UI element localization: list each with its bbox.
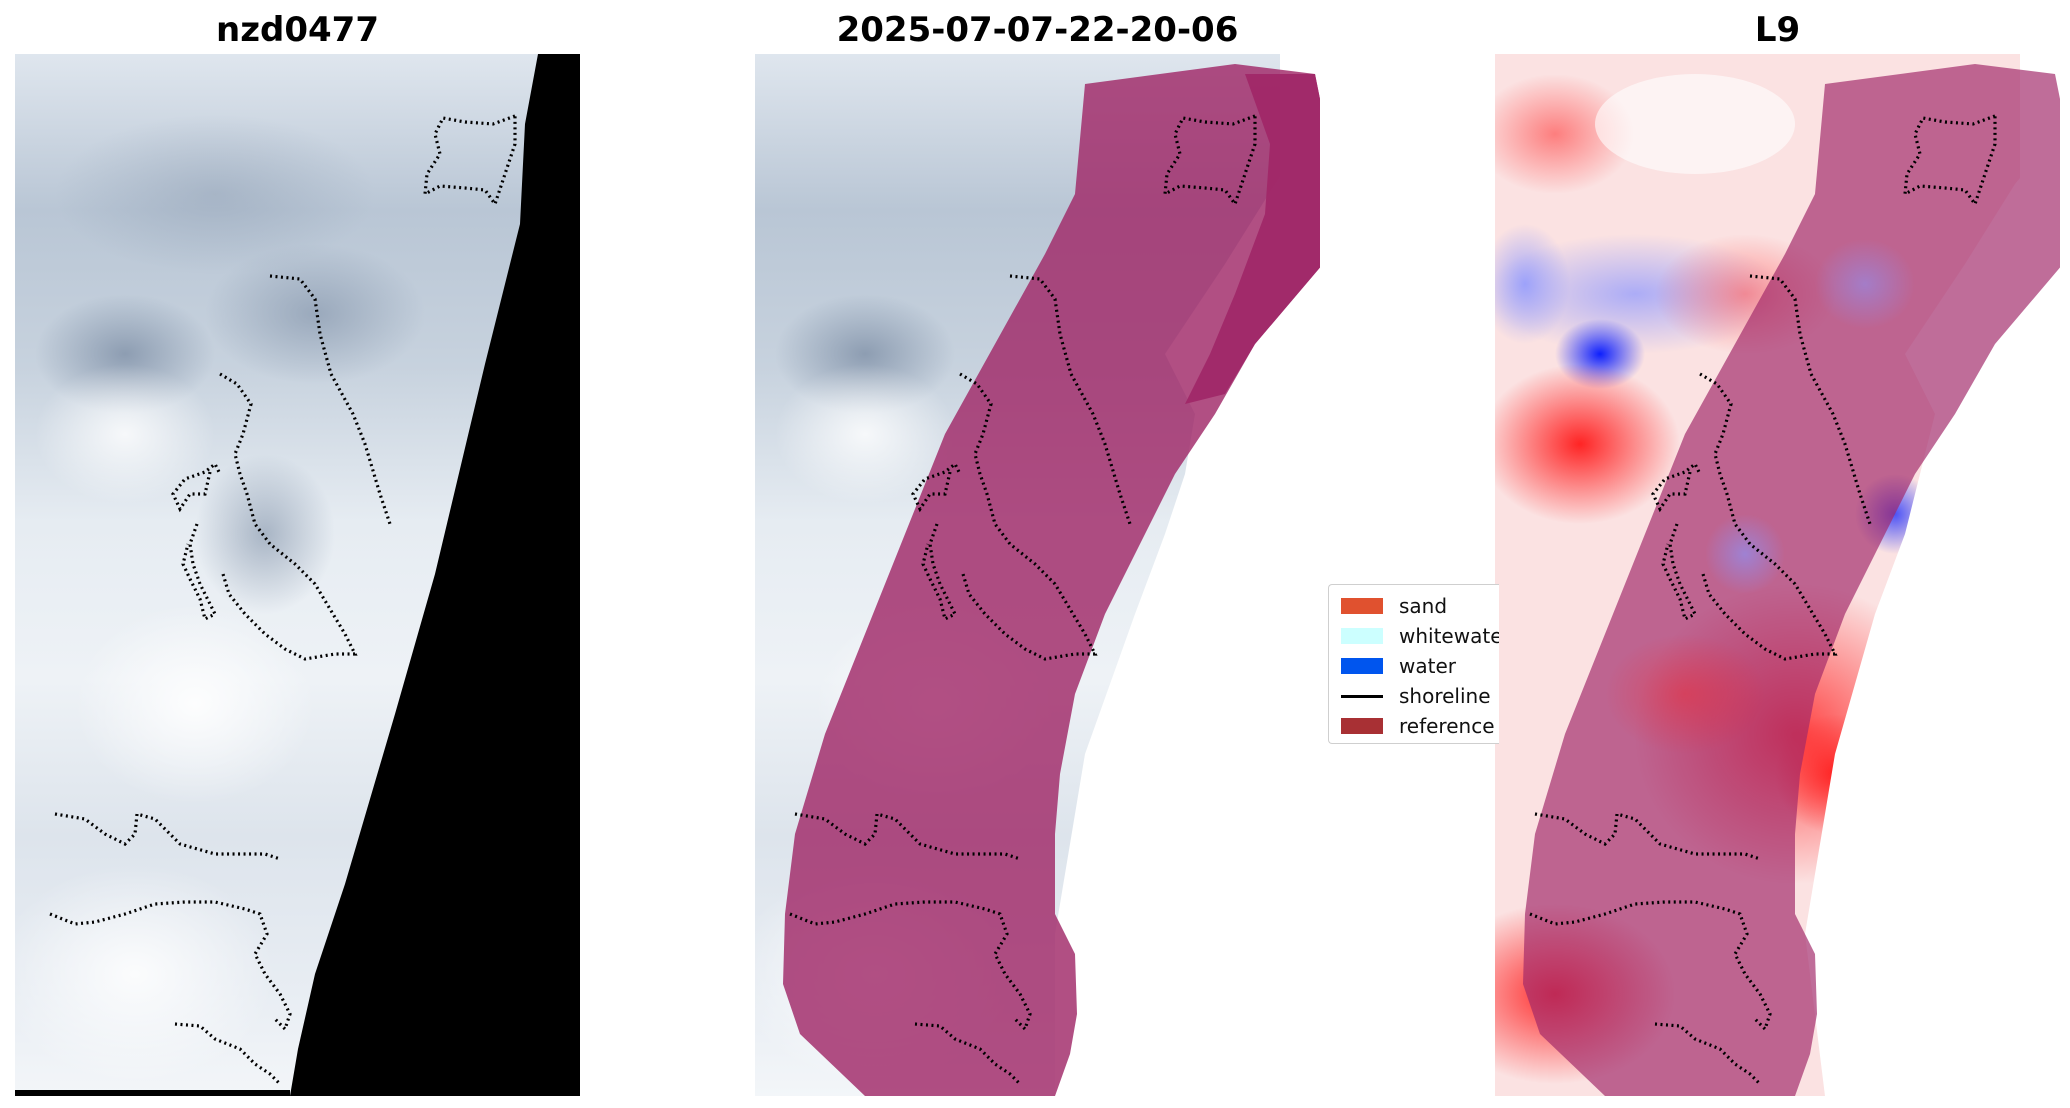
shoreline-contour	[49, 113, 517, 1086]
water-swatch	[1341, 658, 1383, 674]
rgb-image-panel	[15, 54, 580, 1096]
legend-item-sand: sand	[1341, 593, 1447, 619]
legend-label-sand: sand	[1399, 594, 1448, 618]
legend: sand whitewater water shoreline referenc…	[1328, 584, 1499, 744]
sand-swatch	[1341, 598, 1383, 614]
legend-item-shoreline: shoreline	[1341, 683, 1491, 709]
legend-label-shoreline: shoreline	[1399, 684, 1491, 708]
legend-item-reference: reference	[1341, 713, 1495, 739]
reference-buffer-overlay	[783, 64, 1320, 1096]
index-map	[1495, 54, 2060, 1096]
legend-label-whitewater: whitewater	[1399, 624, 1499, 648]
overlay-image-panel	[755, 54, 1320, 1096]
legend-label-reference: reference	[1399, 714, 1495, 738]
shoreline-contour	[789, 113, 1257, 1086]
reference-swatch	[1341, 718, 1383, 734]
shoreline-line-icon	[1341, 694, 1383, 698]
legend-item-water: water	[1341, 653, 1456, 679]
panel-title-date: 2025-07-07-22-20-06	[836, 10, 1239, 50]
legend-item-whitewater: whitewater	[1341, 623, 1499, 649]
panel-title-image-name: nzd0477	[216, 10, 379, 50]
rgb-image	[15, 54, 580, 1096]
panel-title-satellite: L9	[1754, 10, 1801, 50]
legend-label-water: water	[1399, 654, 1456, 678]
overlay-image	[755, 54, 1320, 1096]
shoreline-contour	[1529, 113, 1997, 1086]
no-data-region	[290, 54, 580, 1096]
whitewater-swatch	[1341, 628, 1383, 644]
index-map-panel	[1495, 54, 2060, 1096]
reference-buffer-overlay	[1523, 64, 2060, 1096]
